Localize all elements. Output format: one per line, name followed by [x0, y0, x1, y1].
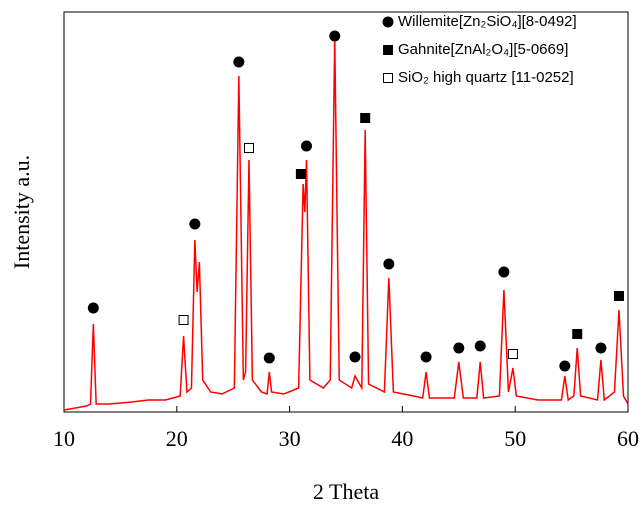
legend-marker — [383, 45, 393, 55]
peak-marker — [383, 258, 395, 270]
peak-marker — [295, 169, 306, 179]
x-tick-label: 60 — [617, 426, 639, 451]
plot-frame — [63, 11, 629, 413]
peak-marker — [559, 360, 571, 372]
legend-label: Willemite[Zn₂SiO₄][8-0492] — [398, 13, 577, 30]
x-tick-label: 20 — [166, 426, 188, 451]
peak-marker — [507, 349, 518, 359]
peak-marker — [189, 218, 201, 230]
x-tick-label: 30 — [279, 426, 301, 451]
peak-marker — [420, 351, 432, 363]
peak-marker — [87, 302, 99, 314]
peak-marker — [233, 56, 245, 68]
peak-marker — [360, 113, 371, 123]
peak-marker — [301, 140, 313, 152]
peak-marker — [498, 266, 510, 278]
peak-marker — [453, 342, 465, 354]
peak-marker — [474, 340, 486, 352]
x-axis-label: 2 Theta — [313, 479, 379, 504]
y-axis-label: Intensity a.u. — [9, 155, 34, 269]
peak-marker — [243, 143, 254, 153]
legend-label: SiO₂ high quartz [11-0252] — [398, 69, 574, 86]
xrd-trace — [63, 37, 629, 411]
peak-marker — [613, 291, 624, 301]
peak-marker — [349, 351, 361, 363]
peak-marker — [263, 352, 275, 364]
x-tick-label: 10 — [53, 426, 75, 451]
legend-marker — [382, 16, 394, 28]
peak-marker — [178, 315, 189, 325]
legend-marker — [383, 73, 393, 83]
peak-marker — [595, 342, 607, 354]
x-tick-label: 50 — [504, 426, 526, 451]
x-tick-label: 40 — [391, 426, 413, 451]
peak-marker — [329, 30, 341, 42]
peak-marker — [572, 329, 583, 339]
legend-label: Gahnite[ZnAl₂O₄][5-0669] — [398, 41, 568, 58]
